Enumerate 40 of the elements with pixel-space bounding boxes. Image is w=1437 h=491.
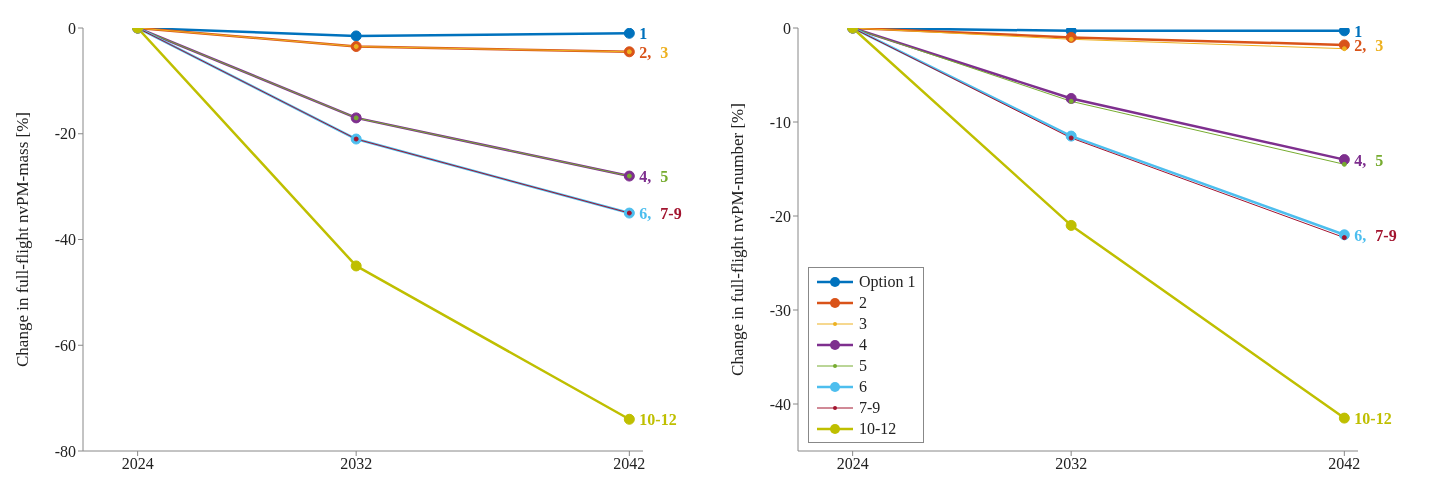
y-tick-label: -40 (769, 395, 791, 413)
legend-label: 4 (859, 335, 867, 355)
legend-label: 6 (859, 377, 867, 397)
text: 5 (1375, 151, 1384, 169)
y-tick-label: -40 (54, 231, 76, 249)
text: 3 (1375, 36, 1384, 54)
text: 7-9 (1375, 226, 1397, 244)
x-tick-label: 2042 (613, 455, 646, 473)
legend-label: 2 (859, 293, 867, 313)
legend-label: 10-12 (859, 419, 897, 439)
y-tick-label: -10 (769, 113, 791, 131)
x-tick-label: 2032 (1055, 455, 1088, 473)
x-tick-label: 2024 (836, 455, 869, 473)
y-axis-title: Change in full-flight nvPM-mass [%] (12, 112, 32, 367)
x-tick-label: 2032 (340, 455, 373, 473)
y-tick-label: -30 (769, 301, 791, 319)
y-tick-label: 0 (783, 19, 791, 37)
annotation: 6, (1354, 226, 1367, 244)
legend-label: 3 (859, 314, 867, 334)
annotation: 6, (639, 205, 652, 223)
text: 3 (660, 43, 669, 61)
text: 7-9 (660, 205, 682, 223)
annotation: 1 (639, 25, 648, 43)
annotation: 10-12 (639, 411, 677, 429)
legend-label: Option 1 (859, 272, 916, 292)
x-tick-label: 2042 (1328, 455, 1361, 473)
annotation: 10-12 (1354, 410, 1392, 428)
legend-label: 5 (859, 356, 867, 376)
legend-label: 7-9 (859, 398, 881, 418)
y-tick-label: -60 (54, 336, 76, 354)
y-axis-title: Change in full-flight nvPM-number [%] (727, 103, 747, 376)
text: 5 (660, 168, 669, 186)
y-tick-label: 0 (68, 19, 76, 37)
y-tick-label: -20 (769, 207, 791, 225)
annotation: 2, (639, 43, 652, 61)
y-tick-label: -80 (54, 442, 76, 460)
y-tick-label: -20 (54, 125, 76, 143)
annotation: 4, (1354, 151, 1367, 169)
x-tick-label: 2024 (121, 455, 154, 473)
annotation: 4, (639, 168, 652, 186)
